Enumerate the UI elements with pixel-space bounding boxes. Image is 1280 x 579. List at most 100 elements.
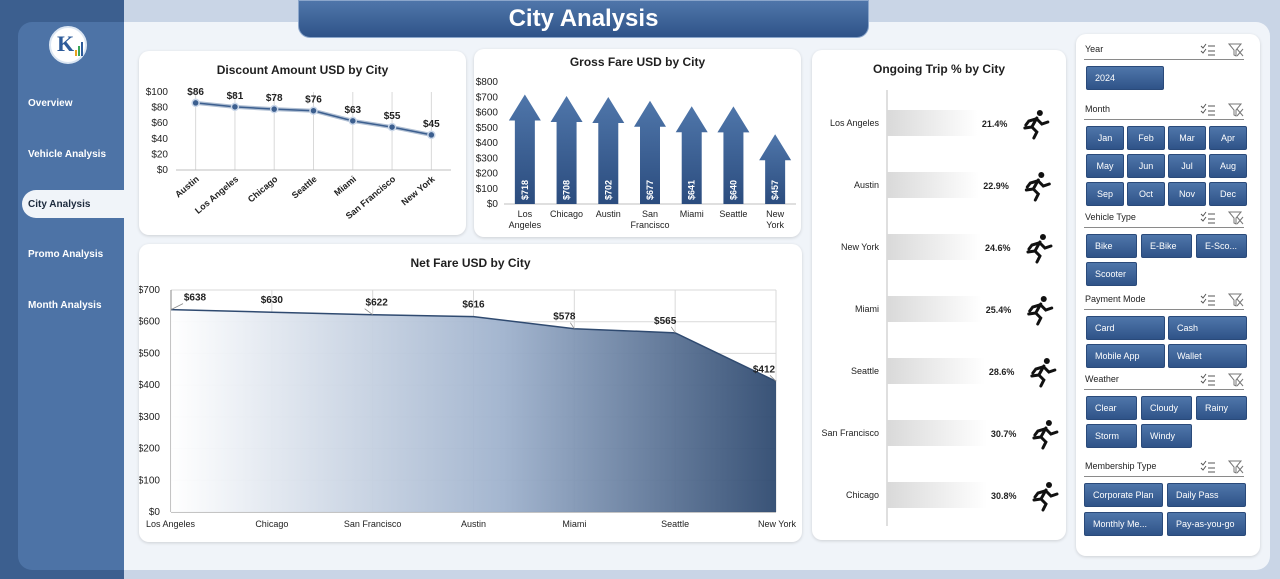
clear-filter-icon[interactable] bbox=[1227, 373, 1244, 387]
filter-weather-option[interactable]: Clear bbox=[1086, 396, 1137, 420]
bar bbox=[508, 94, 541, 204]
y-tick-label: New York bbox=[841, 242, 880, 252]
bar bbox=[887, 420, 987, 446]
data-label: $578 bbox=[553, 312, 576, 323]
discount-chart-title: Discount Amount USD by City bbox=[216, 63, 389, 77]
y-tick-label: $300 bbox=[139, 412, 160, 423]
data-label: $638 bbox=[184, 293, 207, 304]
clear-filter-icon[interactable] bbox=[1227, 460, 1244, 474]
filter-month-option[interactable]: Oct bbox=[1127, 182, 1165, 206]
filter-weather-option[interactable]: Storm bbox=[1086, 424, 1137, 448]
x-tick-label: Angeles bbox=[509, 220, 542, 230]
clear-filter-icon[interactable] bbox=[1227, 103, 1244, 117]
filter-month-option[interactable]: Sep bbox=[1086, 182, 1124, 206]
data-label: $622 bbox=[366, 298, 389, 309]
leader-line bbox=[769, 375, 777, 382]
data-label: $86 bbox=[187, 87, 204, 98]
bar bbox=[550, 96, 583, 204]
filter-month-option[interactable]: Aug bbox=[1209, 154, 1247, 178]
gross-chart-title: Gross Fare USD by City bbox=[569, 55, 706, 69]
filter-payment-mode-option[interactable]: Cash bbox=[1168, 316, 1247, 340]
runner-icon bbox=[1032, 420, 1059, 450]
filter-payment-mode-option[interactable]: Mobile App bbox=[1086, 344, 1165, 368]
data-label: $630 bbox=[261, 295, 284, 306]
filter-vehicle-type-option[interactable]: E-Bike bbox=[1141, 234, 1192, 258]
filter-membership-type-option[interactable]: Monthly Me... bbox=[1084, 512, 1163, 536]
nav-vehicle-analysis[interactable]: Vehicle Analysis bbox=[28, 148, 107, 160]
filter-payment-mode-title: Payment Mode bbox=[1085, 294, 1146, 304]
bar bbox=[675, 106, 708, 204]
data-label: $565 bbox=[654, 316, 677, 327]
filter-vehicle-type-option[interactable]: Bike bbox=[1086, 234, 1137, 258]
filter-month-option[interactable]: Dec bbox=[1209, 182, 1247, 206]
filter-month-option[interactable]: May bbox=[1086, 154, 1124, 178]
filter-year-title: Year bbox=[1085, 44, 1104, 54]
filter-vehicle-type-option[interactable]: Scooter bbox=[1086, 262, 1137, 286]
x-tick-label: Los Angeles bbox=[193, 174, 240, 216]
area-fill bbox=[171, 309, 776, 512]
data-point bbox=[309, 106, 318, 115]
filter-year-option[interactable]: 2024 bbox=[1086, 66, 1164, 90]
ongoing-chart-card: Ongoing Trip % by City Los Angeles 21.4% A… bbox=[812, 50, 1066, 540]
ongoing-chart: Los Angeles 21.4% Austin 22.9% New York 24.6%… bbox=[821, 90, 1059, 526]
filter-membership-type-option[interactable]: Pay-as-you-go bbox=[1167, 512, 1246, 536]
data-label: $677 bbox=[645, 180, 655, 200]
filter-payment-mode-option[interactable]: Card bbox=[1086, 316, 1165, 340]
data-label: 21.4% bbox=[982, 119, 1008, 129]
nav-month-analysis[interactable]: Month Analysis bbox=[28, 299, 102, 311]
clear-filter-icon[interactable] bbox=[1227, 293, 1244, 307]
logo: K bbox=[49, 26, 87, 64]
logo-text: K bbox=[57, 31, 75, 56]
filter-weather-option[interactable]: Cloudy bbox=[1141, 396, 1192, 420]
filter-membership-type-option[interactable]: Corporate Plan bbox=[1084, 483, 1163, 507]
filter-month-option[interactable]: Mar bbox=[1168, 126, 1206, 150]
net-chart-title: Net Fare USD by City bbox=[410, 256, 531, 270]
runner-icon bbox=[1026, 234, 1053, 264]
filter-month-option[interactable]: Feb bbox=[1127, 126, 1165, 150]
data-label: $81 bbox=[227, 91, 244, 102]
y-tick-label: $800 bbox=[476, 77, 499, 88]
x-tick-label: Miami bbox=[680, 209, 704, 219]
filter-weather-option[interactable]: Windy bbox=[1141, 424, 1192, 448]
multi-select-icon[interactable] bbox=[1200, 373, 1216, 387]
multi-select-icon[interactable] bbox=[1200, 103, 1216, 117]
filter-payment-mode-option[interactable]: Wallet bbox=[1168, 344, 1247, 368]
multi-select-icon[interactable] bbox=[1200, 460, 1216, 474]
filter-membership-type-option[interactable]: Daily Pass bbox=[1167, 483, 1246, 507]
nav-promo-analysis[interactable]: Promo Analysis bbox=[28, 248, 104, 260]
filter-month-option[interactable]: Apr bbox=[1209, 126, 1247, 150]
y-tick-label: Austin bbox=[854, 180, 879, 190]
y-tick-label: $200 bbox=[139, 444, 160, 455]
multi-select-icon[interactable] bbox=[1200, 43, 1216, 57]
x-tick-label: Seattle bbox=[290, 174, 319, 201]
multi-select-icon[interactable] bbox=[1200, 211, 1216, 225]
y-tick-label: $600 bbox=[139, 317, 160, 328]
filter-weather-option[interactable]: Rainy bbox=[1196, 396, 1247, 420]
y-tick-label: $200 bbox=[476, 169, 499, 180]
x-tick-label: Chicago bbox=[246, 174, 280, 205]
runner-icon bbox=[1024, 172, 1051, 202]
filter-vehicle-type-header: Vehicle Type bbox=[1084, 210, 1244, 228]
filter-year-header: Year bbox=[1084, 42, 1244, 60]
data-label: $45 bbox=[423, 119, 440, 130]
filter-month-option[interactable]: Jun bbox=[1127, 154, 1165, 178]
filter-vehicle-type-option[interactable]: E-Sco... bbox=[1196, 234, 1247, 258]
multi-select-icon[interactable] bbox=[1200, 293, 1216, 307]
bar bbox=[887, 110, 978, 136]
y-tick-label: $700 bbox=[476, 92, 499, 103]
clear-filter-icon[interactable] bbox=[1227, 43, 1244, 57]
data-label: 24.6% bbox=[985, 243, 1011, 253]
sidebar bbox=[18, 22, 124, 570]
data-label: $63 bbox=[344, 105, 361, 116]
leader-line bbox=[670, 326, 676, 334]
y-tick-label: San Francisco bbox=[821, 428, 879, 438]
runner-icon bbox=[1032, 482, 1059, 512]
nav-overview[interactable]: Overview bbox=[28, 97, 73, 109]
clear-filter-icon[interactable] bbox=[1227, 211, 1244, 225]
data-point bbox=[348, 116, 358, 126]
filter-month-option[interactable]: Jul bbox=[1168, 154, 1206, 178]
nav-city-analysis[interactable]: City Analysis bbox=[22, 190, 124, 218]
y-tick-label: $500 bbox=[476, 123, 499, 134]
filter-month-option[interactable]: Jan bbox=[1086, 126, 1124, 150]
filter-month-option[interactable]: Nov bbox=[1168, 182, 1206, 206]
